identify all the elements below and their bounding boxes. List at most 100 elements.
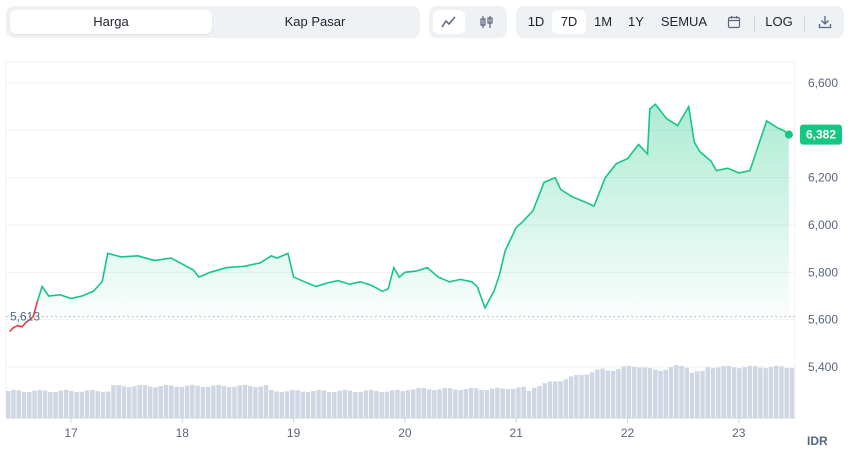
calendar-icon[interactable] xyxy=(720,10,748,34)
volume-bar xyxy=(405,390,411,418)
volume-bar xyxy=(526,390,532,418)
range-switch: 1D 7D 1M 1Y SEMUA LOG xyxy=(516,6,844,38)
tab-market-cap[interactable]: Kap Pasar xyxy=(284,14,346,29)
last-price-dot xyxy=(784,130,793,139)
volume-bar xyxy=(789,368,795,418)
range-1m[interactable]: 1M xyxy=(593,14,613,29)
volume-bar xyxy=(684,367,689,418)
volume-bar xyxy=(626,365,632,418)
volume-bar xyxy=(21,391,27,418)
volume-bar xyxy=(768,366,774,418)
volume-bar xyxy=(710,368,716,418)
volume-bar xyxy=(69,390,74,418)
volume-bar xyxy=(232,386,237,418)
y-tick-label: 6,200 xyxy=(808,171,838,185)
volume-bar xyxy=(158,385,163,418)
volume-bar xyxy=(353,391,358,418)
volume-bar xyxy=(242,384,248,418)
volume-bar xyxy=(169,385,174,418)
volume-bar xyxy=(521,386,526,418)
volume-bar xyxy=(237,385,242,418)
volume-bar xyxy=(326,391,332,418)
volume-bar xyxy=(610,371,616,418)
volume-bar xyxy=(195,385,200,418)
volume-bar xyxy=(27,392,32,418)
range-1y[interactable]: 1Y xyxy=(628,14,644,29)
volume-bar xyxy=(411,389,416,418)
volume-bar xyxy=(74,392,79,418)
line-chart-icon[interactable] xyxy=(433,10,465,34)
volume-bar xyxy=(116,385,121,418)
y-tick-label: 5,600 xyxy=(808,313,838,327)
volume-bar xyxy=(642,367,647,418)
volume-bar xyxy=(379,392,384,418)
volume-bar xyxy=(384,391,390,418)
volume-bar xyxy=(479,389,484,418)
volume-bar xyxy=(637,367,642,418)
download-icon[interactable] xyxy=(810,10,840,34)
volume-bar xyxy=(489,388,495,418)
price-area xyxy=(37,104,789,317)
y-tick-label: 5,400 xyxy=(808,360,838,374)
volume-bar xyxy=(652,369,658,418)
volume-bar xyxy=(747,365,753,418)
volume-bar xyxy=(184,385,190,418)
tab-price[interactable]: Harga xyxy=(10,10,212,34)
x-tick-label: 22 xyxy=(621,426,635,440)
volume-bar xyxy=(589,372,595,418)
volume-bar xyxy=(474,388,479,418)
y-tick-label: 6,600 xyxy=(808,76,838,90)
volume-bar xyxy=(773,365,779,418)
volume-bar xyxy=(79,391,85,418)
x-tick-label: 23 xyxy=(732,426,746,440)
volume-bar xyxy=(495,387,500,418)
volume-bar xyxy=(416,388,421,418)
volume-bar xyxy=(363,390,369,418)
metric-switch: Harga Kap Pasar xyxy=(6,6,420,38)
volume-bar xyxy=(621,366,626,418)
log-scale-button[interactable]: LOG xyxy=(765,14,793,29)
volume-bar xyxy=(763,368,768,418)
volume-bar xyxy=(537,386,542,418)
candlestick-icon[interactable] xyxy=(471,10,503,34)
volume-bar xyxy=(689,372,695,418)
range-1d[interactable]: 1D xyxy=(527,14,545,29)
volume-bar xyxy=(705,367,711,418)
currency-label: IDR xyxy=(807,434,828,448)
volume-bar xyxy=(100,392,106,418)
volume-bar xyxy=(216,384,221,418)
volume-bar xyxy=(600,368,605,418)
volume-bar xyxy=(595,369,600,418)
volume-bar xyxy=(290,389,295,418)
volume-bar xyxy=(700,370,705,418)
range-all[interactable]: SEMUA xyxy=(660,14,708,29)
x-tick-label: 19 xyxy=(287,426,301,440)
volume-bar xyxy=(121,386,127,418)
volume-bar xyxy=(347,390,353,418)
volume-bar xyxy=(447,388,453,418)
y-tick-label: 6,000 xyxy=(808,218,838,232)
range-7d[interactable]: 7D xyxy=(552,10,586,34)
volume-bar xyxy=(63,389,69,418)
volume-bar xyxy=(6,391,11,418)
volume-bar xyxy=(510,388,516,418)
volume-bar xyxy=(432,390,437,418)
open-price-label: 5,613 xyxy=(10,310,40,324)
volume-bar xyxy=(90,389,95,418)
volume-bar xyxy=(752,366,758,418)
volume-bar xyxy=(337,390,342,418)
volume-bar xyxy=(695,371,700,418)
volume-bar xyxy=(731,367,737,418)
volume-bar xyxy=(484,390,490,418)
volume-bar xyxy=(16,390,21,418)
volume-bar xyxy=(421,388,426,418)
price-line-up xyxy=(36,103,790,310)
volume-bar xyxy=(647,367,653,418)
volume-bar xyxy=(332,392,337,418)
volume-bar xyxy=(668,367,674,418)
volume-bar xyxy=(300,391,306,418)
volume-bar xyxy=(516,387,521,418)
volume-bar xyxy=(437,389,442,418)
volume-bar xyxy=(505,388,511,418)
